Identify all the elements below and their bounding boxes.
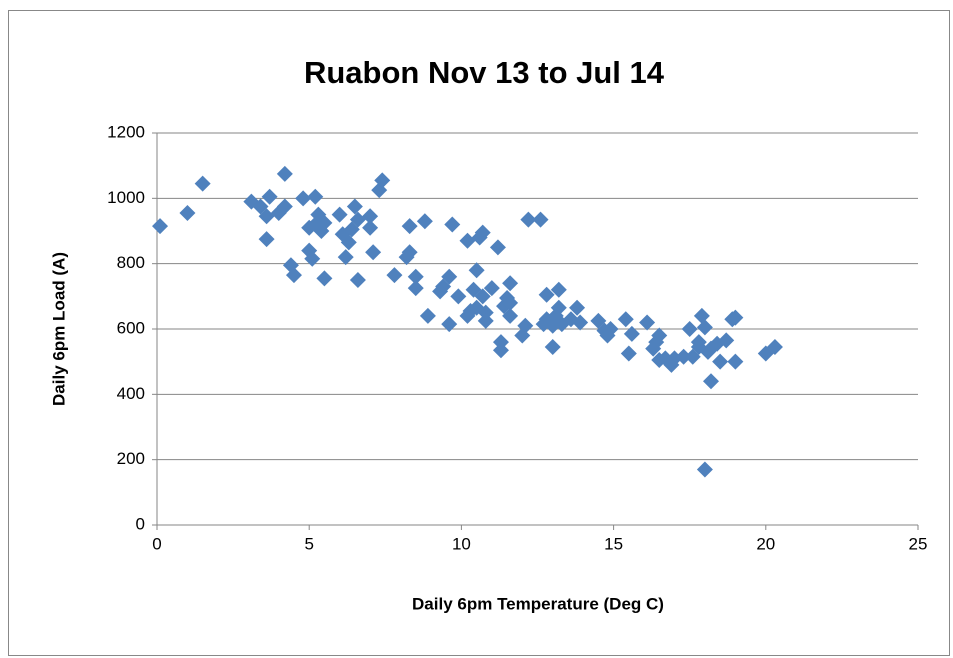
point <box>276 198 293 215</box>
point <box>520 211 537 228</box>
point <box>441 268 458 285</box>
x-tick-label: 15 <box>604 534 623 553</box>
x-tick-label: 20 <box>756 534 775 553</box>
point <box>550 299 567 316</box>
point <box>331 206 348 223</box>
point <box>386 267 403 284</box>
point <box>502 275 519 292</box>
y-tick-label: 0 <box>136 514 145 533</box>
point <box>261 188 278 205</box>
point <box>569 299 586 316</box>
point <box>340 234 357 251</box>
point <box>450 288 467 305</box>
point <box>365 244 382 261</box>
point <box>194 175 211 192</box>
point <box>651 327 668 344</box>
point <box>532 211 549 228</box>
point <box>349 272 366 288</box>
point <box>675 348 692 365</box>
point <box>337 249 354 266</box>
point <box>477 312 494 329</box>
point <box>295 190 312 207</box>
x-tick-label: 5 <box>304 534 313 553</box>
y-tick-label: 600 <box>117 318 145 337</box>
x-tick-label: 25 <box>909 534 928 553</box>
point <box>349 211 366 228</box>
point <box>681 321 698 337</box>
point <box>617 311 634 328</box>
point <box>374 172 391 189</box>
point <box>304 250 321 267</box>
point <box>401 218 418 235</box>
point <box>572 314 589 331</box>
point <box>602 321 619 337</box>
y-tick-label: 200 <box>117 449 145 468</box>
point <box>474 224 491 241</box>
point <box>407 268 424 285</box>
point <box>727 353 744 370</box>
point <box>441 316 458 333</box>
point <box>696 319 713 336</box>
point <box>489 239 506 256</box>
point <box>718 332 735 349</box>
point <box>703 373 720 390</box>
point <box>693 307 710 324</box>
point <box>285 267 302 284</box>
point <box>152 218 169 235</box>
point <box>179 205 196 222</box>
x-axis-title: Daily 6pm Temperature (Deg C) <box>412 594 664 613</box>
point <box>550 281 567 298</box>
point <box>544 338 561 355</box>
point <box>690 334 707 351</box>
x-tick-label: 0 <box>152 534 161 553</box>
y-axis-title: Daily 6pm Load (A) <box>49 252 68 406</box>
point <box>307 216 324 233</box>
point <box>416 213 433 230</box>
point <box>517 317 534 334</box>
point <box>620 345 637 362</box>
point <box>459 232 476 249</box>
point <box>696 461 713 478</box>
point <box>727 309 744 326</box>
x-tick-label: 10 <box>452 534 471 553</box>
point <box>623 325 640 342</box>
point <box>483 280 500 297</box>
point <box>258 231 275 248</box>
point <box>258 208 275 225</box>
point <box>474 288 491 305</box>
point <box>362 219 379 236</box>
y-tick-label: 1000 <box>107 188 145 207</box>
point <box>419 307 436 324</box>
point <box>502 307 519 324</box>
point <box>639 314 656 331</box>
point <box>538 286 555 303</box>
y-tick-label: 1200 <box>107 122 145 141</box>
point <box>362 208 379 225</box>
point <box>444 216 461 233</box>
y-tick-label: 400 <box>117 384 145 403</box>
point <box>477 304 494 321</box>
point <box>276 165 293 182</box>
point <box>766 338 783 355</box>
point <box>316 270 333 287</box>
point <box>407 280 424 297</box>
point <box>468 262 485 279</box>
point <box>492 334 509 351</box>
chart-frame <box>8 10 950 656</box>
point <box>502 294 519 311</box>
point <box>492 342 509 359</box>
point <box>401 244 418 261</box>
point <box>712 353 729 370</box>
chart-title: Ruabon Nov 13 to Jul 14 <box>304 55 665 90</box>
point <box>243 193 260 210</box>
point <box>307 188 324 205</box>
point <box>346 198 363 215</box>
y-tick-label: 800 <box>117 253 145 272</box>
